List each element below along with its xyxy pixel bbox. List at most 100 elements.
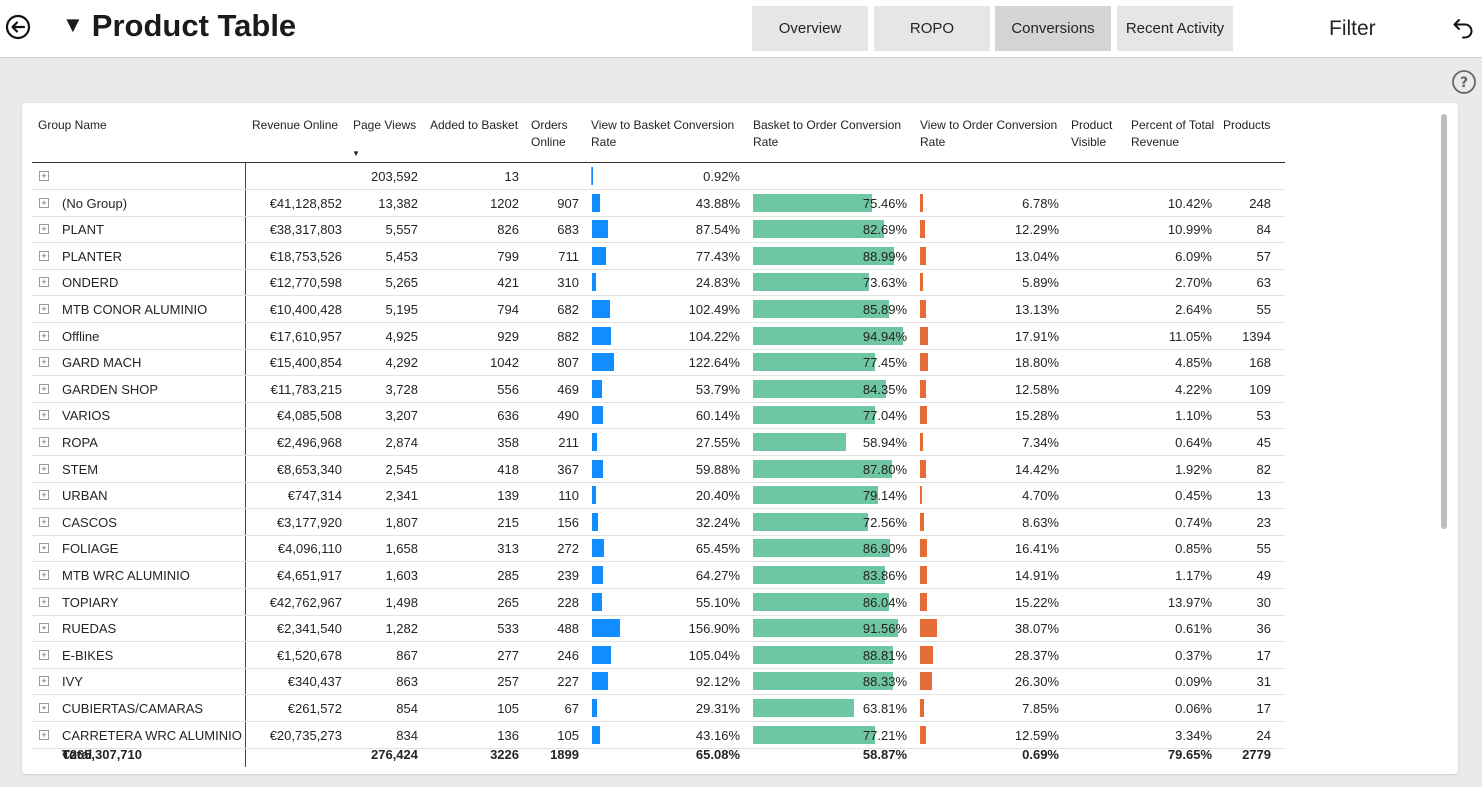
view-to-order-cell: 15.22% <box>1014 594 1059 610</box>
table-row[interactable]: +203,592 13 0.92% <box>22 163 1285 190</box>
percent-total-revenue-cell: 0.64% <box>1175 435 1212 450</box>
expand-plus-icon[interactable]: + <box>39 490 49 501</box>
total-label: Total <box>62 747 93 762</box>
table-row[interactable]: + RUEDAS €2,341,540 1,282 533 488 156.90% 91.56… <box>22 615 1285 643</box>
table-row[interactable]: + ONDERD €12,770,598 5,265 421 310 24.83% 73.63… <box>22 269 1285 297</box>
table-row[interactable]: + ROPA €2,496,968 2,874 358 211 27.55% 58.94% 7.… <box>22 429 1285 456</box>
table-row[interactable]: + (No Group) €41,128,852 13,382 1202 907 43.88… <box>22 190 1285 217</box>
expand-plus-icon[interactable]: + <box>39 437 49 447</box>
group-name-cell: MTB CONOR ALUMINIO <box>62 302 208 317</box>
expand-plus-icon[interactable]: + <box>39 277 49 288</box>
table-row[interactable]: + URBAN €747,314 2,341 139 110 20.40% 79.14% 4.7… <box>22 482 1285 510</box>
tab-recent-activity[interactable]: Recent Activity <box>1117 6 1233 51</box>
products-cell: 45 <box>1256 435 1271 450</box>
table-row[interactable]: + CASCOS €3,177,920 1,807 215 156 32.24% 72.56%… <box>22 509 1285 536</box>
row-divider <box>32 242 1285 244</box>
tab-overview[interactable]: Overview <box>752 6 868 51</box>
expand-plus-icon[interactable]: + <box>39 330 49 341</box>
expand-plus-icon[interactable]: + <box>39 729 49 740</box>
products-cell: 31 <box>1256 674 1271 690</box>
col-header-product-visible[interactable]: Product Visible <box>1071 118 1113 149</box>
col-header-group-name[interactable]: Group Name <box>38 118 107 132</box>
tab-conversions[interactable]: Conversions <box>995 6 1111 51</box>
undo-icon[interactable] <box>1451 16 1475 40</box>
table-row[interactable]: + PLANTER €18,753,526 5,453 799 711 77.43% 88.9… <box>22 243 1285 270</box>
help-icon[interactable]: ? <box>1451 69 1477 95</box>
percent-total-revenue-cell: 4.85% <box>1175 355 1212 371</box>
orders-online-cell: 67 <box>564 701 579 716</box>
table-row[interactable]: + VARIOS €4,085,508 3,207 636 490 60.14% 77.04%… <box>22 402 1285 430</box>
back-arrow-icon[interactable] <box>5 14 31 40</box>
col-header-page-views[interactable]: Page Views <box>353 118 417 132</box>
col-header-view-to-basket[interactable]: View to Basket Conversion Rate <box>591 118 735 149</box>
col-header-orders-online[interactable]: Orders Online <box>531 118 568 149</box>
col-header-added-to-basket[interactable]: Added to Basket <box>430 118 519 132</box>
basket-to-order-cell: 84.35% <box>862 381 907 397</box>
revenue-online-cell: €41,128,852 <box>269 195 342 211</box>
expand-plus-icon[interactable]: + <box>39 596 49 607</box>
page-views-cell: 5,265 <box>385 275 418 291</box>
view-to-basket-cell: 156.90% <box>688 621 740 637</box>
table-row[interactable]: + MTB WRC ALUMINIO €4,651,917 1,603 285 239 64… <box>22 562 1285 589</box>
table-row[interactable]: + PLANT €38,317,803 5,557 826 683 87.54% 82.69%… <box>22 216 1285 244</box>
group-name-cell: RUEDAS <box>62 621 117 637</box>
view-to-order-bar <box>920 672 932 691</box>
expand-plus-icon[interactable]: + <box>39 224 49 235</box>
basket-to-order-cell: 72.56% <box>862 514 907 530</box>
vertical-scrollbar[interactable] <box>1441 114 1447 529</box>
expand-plus-icon[interactable]: + <box>39 543 49 554</box>
row-divider <box>32 667 1285 669</box>
view-to-basket-cell: 53.79% <box>695 381 740 397</box>
view-to-order-bar <box>920 273 923 292</box>
expand-plus-icon[interactable]: + <box>39 570 49 580</box>
table-row[interactable]: + TOPIARY €42,762,967 1,498 265 228 55.10% 86.0… <box>22 589 1285 616</box>
expand-plus-icon[interactable]: + <box>39 410 49 421</box>
table-row[interactable]: + E-BIKES €1,520,678 867 277 246 105.04% 88.81%… <box>22 642 1285 669</box>
table-row[interactable]: + GARDEN SHOP €11,783,215 3,728 556 469 53.79%… <box>22 376 1285 403</box>
col-header-products[interactable]: Products <box>1223 118 1271 132</box>
page-title[interactable]: ▼ Product Table <box>62 8 296 44</box>
col-header-percent-total-revenue[interactable]: Percent of Total Revenue <box>1131 118 1215 149</box>
products-cell: 23 <box>1256 514 1271 530</box>
group-name-cell: CASCOS <box>62 514 117 530</box>
expand-plus-icon[interactable]: + <box>39 304 49 314</box>
added-to-basket-cell: 358 <box>497 435 519 450</box>
col-header-basket-to-order[interactable]: Basket to Order Conversion Rate <box>753 118 902 149</box>
expand-plus-icon[interactable]: + <box>39 649 49 660</box>
expand-plus-icon[interactable]: + <box>39 463 49 474</box>
total-added-to-basket: 3226 <box>490 747 519 762</box>
col-header-view-to-order[interactable]: View to Order Conversion Rate <box>920 118 1058 149</box>
table-row[interactable]: + FOLIAGE €4,096,110 1,658 313 272 65.45% 86.90… <box>22 535 1285 563</box>
table-row[interactable]: + Offline €17,610,957 4,925 929 882 104.22% 94.… <box>22 323 1285 350</box>
filter-button[interactable]: Filter <box>1329 17 1376 40</box>
group-name-cell: STEM <box>62 461 99 477</box>
row-divider <box>32 641 1285 643</box>
view-to-basket-bar <box>592 379 602 398</box>
expand-plus-icon[interactable]: + <box>39 357 49 368</box>
product-table-visual: Group Name Revenue Online Page Views ▼ A… <box>22 103 1458 774</box>
expand-plus-icon[interactable]: + <box>39 383 49 394</box>
expand-plus-icon[interactable]: + <box>39 623 49 634</box>
table-row[interactable]: + GARD MACH €15,400,854 4,292 1042 807 122.64%… <box>22 349 1285 377</box>
table-row[interactable]: + CUBIERTAS/CAMARAS €261,572 854 105 67 29.31%… <box>22 695 1285 722</box>
view-to-basket-cell: 20.40% <box>695 488 740 504</box>
expand-plus-icon[interactable]: + <box>39 516 49 527</box>
table-row[interactable]: + STEM €8,653,340 2,545 418 367 59.88% 87.80% 14… <box>22 456 1285 483</box>
expand-plus-icon[interactable]: + <box>39 676 49 687</box>
view-to-order-bar <box>920 645 933 664</box>
orders-online-cell: 907 <box>557 195 579 211</box>
expand-plus-icon[interactable]: + <box>39 197 49 208</box>
percent-total-revenue-cell: 1.10% <box>1175 408 1212 424</box>
tab-ropo[interactable]: ROPO <box>874 6 990 51</box>
expand-plus-icon[interactable]: + <box>39 250 49 261</box>
revenue-online-cell: €8,653,340 <box>276 461 342 477</box>
basket-to-order-bar <box>753 433 847 451</box>
table-row[interactable]: + MTB CONOR ALUMINIO €10,400,428 5,195 794 68… <box>22 296 1285 323</box>
added-to-basket-cell: 1042 <box>490 355 519 371</box>
table-row[interactable]: + IVY €340,437 863 257 227 92.12% 88.33% 26.30% 0… <box>22 668 1285 696</box>
table-row[interactable]: + CARRETERA WRC ALUMINIO €20,735,273 834 136… <box>22 722 1285 749</box>
col-header-revenue-online[interactable]: Revenue Online <box>252 118 339 132</box>
expand-plus-icon[interactable]: + <box>39 171 49 181</box>
total-percent-total-revenue: 79.65% <box>1167 747 1212 762</box>
expand-plus-icon[interactable]: + <box>39 703 49 713</box>
